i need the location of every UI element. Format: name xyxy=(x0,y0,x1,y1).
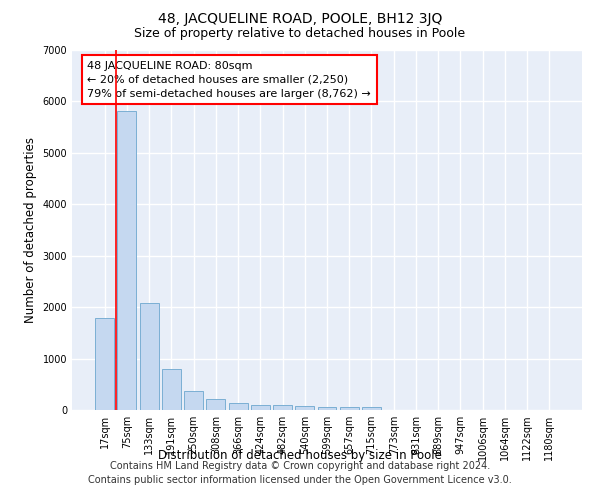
Bar xyxy=(140,303,158,410)
Bar xyxy=(118,110,136,410)
Bar xyxy=(273,405,292,410)
Text: 48, JACQUELINE ROAD, POOLE, BH12 3JQ: 48, JACQUELINE ROAD, POOLE, BH12 3JQ xyxy=(158,12,442,26)
Text: Contains HM Land Registry data © Crown copyright and database right 2024.
Contai: Contains HM Land Registry data © Crown c… xyxy=(88,461,512,485)
Text: 48 JACQUELINE ROAD: 80sqm
← 20% of detached houses are smaller (2,250)
79% of se: 48 JACQUELINE ROAD: 80sqm ← 20% of detac… xyxy=(88,61,371,99)
Bar xyxy=(229,404,248,410)
Bar xyxy=(206,398,225,410)
Bar xyxy=(251,404,270,410)
Bar xyxy=(362,408,381,410)
Bar xyxy=(340,407,359,410)
Bar xyxy=(295,406,314,410)
Text: Distribution of detached houses by size in Poole: Distribution of detached houses by size … xyxy=(158,448,442,462)
Y-axis label: Number of detached properties: Number of detached properties xyxy=(24,137,37,323)
Bar xyxy=(317,406,337,410)
Bar xyxy=(95,318,114,410)
Bar xyxy=(162,370,181,410)
Bar xyxy=(184,392,203,410)
Text: Size of property relative to detached houses in Poole: Size of property relative to detached ho… xyxy=(134,28,466,40)
